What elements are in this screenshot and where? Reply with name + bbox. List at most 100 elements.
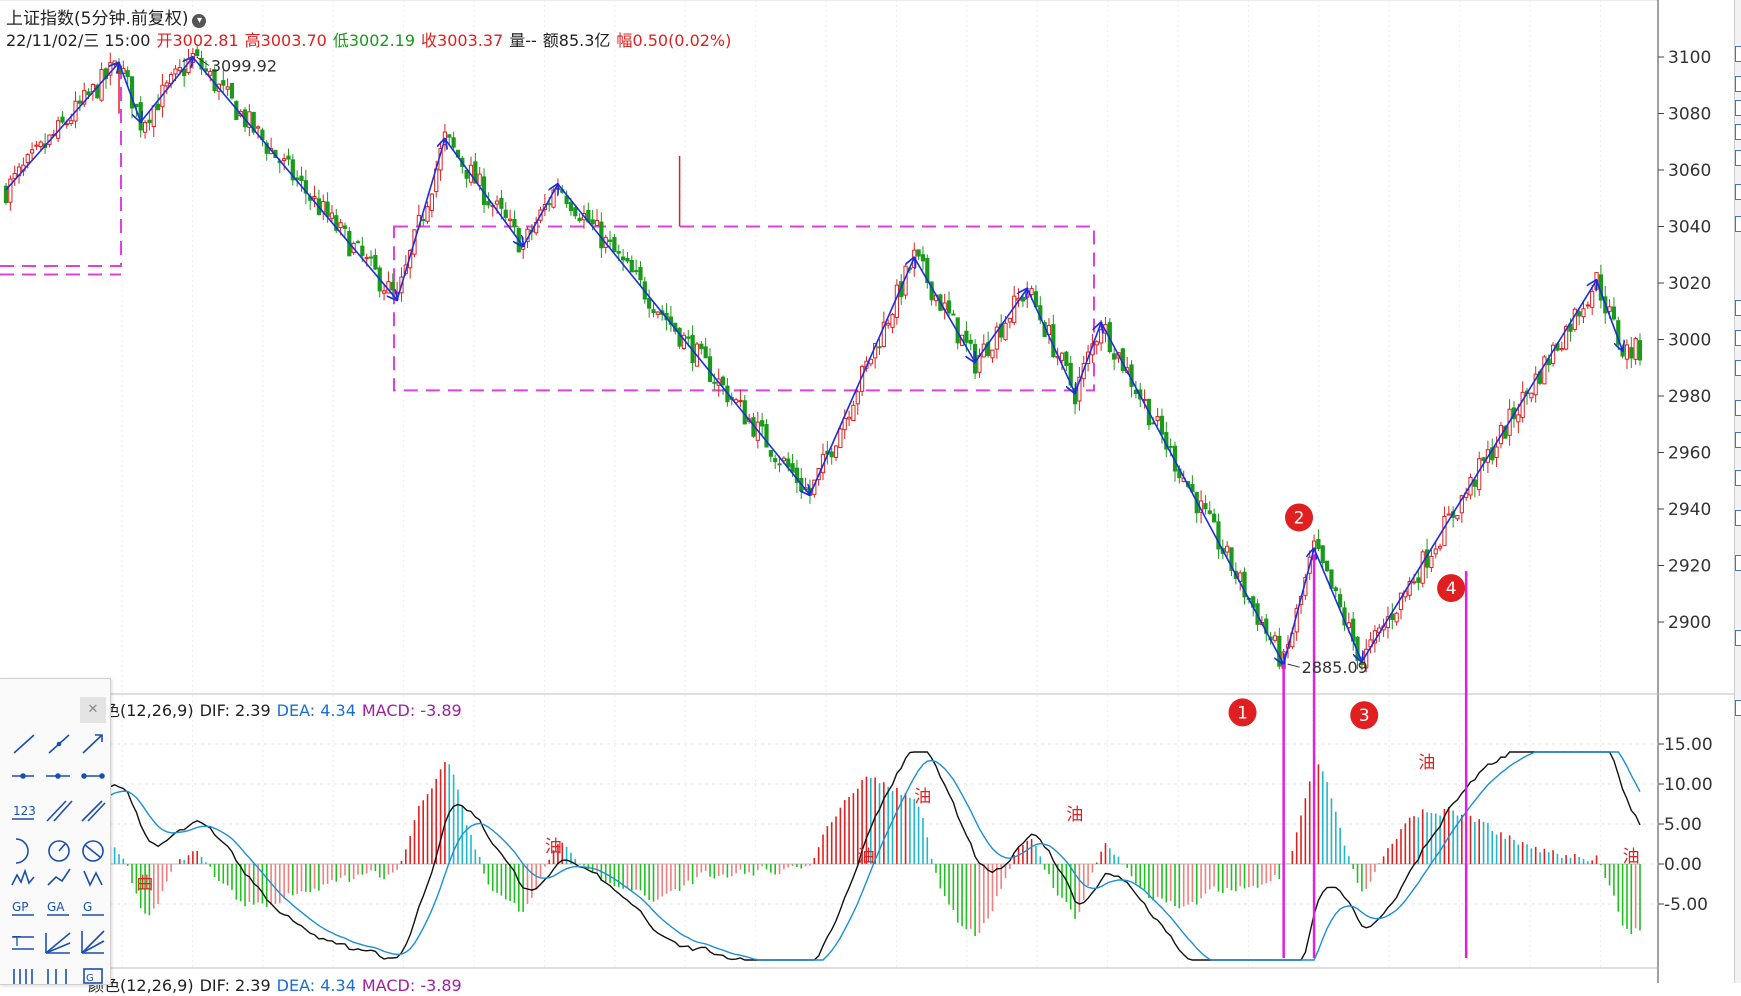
side-button-17[interactable] bbox=[1735, 700, 1741, 716]
gann-angle-icon[interactable]: GA bbox=[47, 900, 69, 916]
zigzag-segment bbox=[118, 62, 141, 122]
candle-body bbox=[82, 90, 87, 105]
parallel-tool-icon[interactable] bbox=[46, 800, 73, 822]
candle-body bbox=[1094, 341, 1099, 346]
side-button-10[interactable] bbox=[1735, 360, 1741, 376]
side-button-3[interactable] bbox=[1735, 100, 1741, 116]
candle-body bbox=[612, 237, 617, 253]
candle-body bbox=[1442, 515, 1447, 547]
candle-body bbox=[1472, 479, 1477, 487]
marker-circle bbox=[1350, 701, 1379, 730]
price-tick-label: 3080 bbox=[1668, 105, 1711, 125]
marker-circle bbox=[1228, 698, 1257, 727]
zigzag-segment bbox=[1026, 288, 1075, 394]
candle-body bbox=[568, 201, 574, 212]
candle-body bbox=[1099, 329, 1104, 344]
side-button-16[interactable] bbox=[1735, 630, 1741, 646]
arc-tool-icon[interactable] bbox=[15, 838, 29, 864]
macd-value-2: MACD: -3.89 bbox=[361, 976, 462, 995]
candle-body bbox=[555, 187, 561, 190]
change-value: 0.50(0.02%) bbox=[632, 31, 732, 50]
candle-body bbox=[60, 116, 65, 123]
candle-body bbox=[703, 346, 708, 359]
side-button-4[interactable] bbox=[1735, 124, 1741, 140]
side-button-12[interactable] bbox=[1735, 432, 1741, 448]
candle-body bbox=[794, 467, 800, 483]
candle-body bbox=[342, 225, 348, 229]
candle-body bbox=[303, 180, 308, 194]
candle-body bbox=[1338, 594, 1343, 608]
svg-text:T: T bbox=[12, 935, 21, 950]
zigzag-segment bbox=[444, 138, 523, 246]
side-button-14[interactable] bbox=[1735, 510, 1741, 526]
hsegment-tool-icon[interactable] bbox=[46, 773, 70, 779]
fib-fan-icon[interactable] bbox=[81, 930, 105, 954]
candle-body bbox=[1077, 376, 1082, 402]
side-button-6[interactable] bbox=[1735, 184, 1741, 200]
marker-circle bbox=[1437, 574, 1466, 603]
wave-tool-icon[interactable] bbox=[11, 868, 35, 886]
candle-body bbox=[1520, 391, 1525, 419]
amount-value: 85.3亿 bbox=[558, 31, 611, 50]
channel-tool-icon[interactable] bbox=[81, 800, 106, 822]
fib-period-icon[interactable]: G bbox=[83, 968, 103, 984]
price-tick-label: 2960 bbox=[1668, 444, 1711, 464]
side-button-15[interactable] bbox=[1735, 555, 1741, 571]
toolbox-close-button[interactable]: ✕ bbox=[80, 697, 106, 723]
candle-body bbox=[547, 203, 552, 206]
settings-icon[interactable]: ▾ bbox=[192, 14, 207, 28]
ray-tool-icon[interactable] bbox=[48, 734, 70, 754]
candle-body bbox=[1325, 560, 1330, 572]
arrow-tool-icon[interactable] bbox=[82, 734, 103, 754]
fib-time-icon[interactable] bbox=[47, 969, 67, 984]
hline-tool-icon[interactable] bbox=[12, 773, 34, 779]
macd-axis: 15.00 10.00 5.00 0.00 -5.00 bbox=[110, 735, 1713, 915]
side-button-11[interactable] bbox=[1735, 400, 1741, 416]
candle-body bbox=[34, 144, 39, 147]
side-button-1[interactable] bbox=[1735, 46, 1741, 62]
macd-legend: 颜色(12,26,9) DIF: 2.39 DEA: 4.34 MACD: -3.89 bbox=[88, 697, 462, 721]
hray-tool-icon[interactable] bbox=[81, 773, 105, 779]
dea-value-2: DEA: 4.34 bbox=[276, 976, 356, 995]
side-button-2[interactable] bbox=[1735, 76, 1741, 92]
trend-tool-icon[interactable] bbox=[47, 868, 71, 886]
candle-body bbox=[225, 86, 230, 90]
candle-body bbox=[1581, 308, 1586, 318]
close-value: 3003.37 bbox=[437, 31, 504, 50]
candle-body bbox=[312, 196, 317, 199]
candle-body bbox=[1542, 356, 1547, 385]
candle-body bbox=[338, 222, 343, 229]
gann-grid-icon[interactable]: G bbox=[82, 900, 104, 916]
low-label: 低 bbox=[332, 31, 349, 50]
period-tool-icon[interactable] bbox=[13, 969, 33, 984]
signal-label: 油 bbox=[914, 787, 931, 807]
low-annotation: 2885.09 bbox=[1302, 658, 1368, 677]
segment-tool-icon[interactable] bbox=[13, 734, 35, 754]
candle-body bbox=[299, 175, 304, 182]
side-button-5[interactable] bbox=[1735, 150, 1741, 166]
side-button-8[interactable] bbox=[1735, 300, 1741, 316]
candle-body bbox=[486, 200, 491, 206]
fan-tool-icon[interactable] bbox=[45, 932, 71, 954]
wave-count-icon[interactable]: 123 bbox=[12, 804, 36, 820]
side-button-9[interactable] bbox=[1735, 330, 1741, 346]
gann-tool-icon[interactable]: GP bbox=[12, 900, 34, 916]
zigzag-segment bbox=[1595, 279, 1623, 351]
candle-body bbox=[1212, 513, 1217, 523]
candle-body bbox=[1059, 352, 1065, 361]
ellipse-tool-icon[interactable] bbox=[82, 840, 104, 862]
zigzag-tool-icon[interactable] bbox=[83, 870, 103, 887]
text-tool-icon[interactable]: T bbox=[12, 935, 34, 950]
price-tick-label: 3100 bbox=[1668, 48, 1711, 68]
zigzag-segment bbox=[5, 63, 119, 191]
toolbox-icons: 123 GP GA G T G bbox=[11, 734, 106, 984]
side-button-7[interactable] bbox=[1735, 216, 1741, 232]
candle-body bbox=[881, 321, 886, 348]
candle-body bbox=[1429, 555, 1434, 569]
candle-body bbox=[720, 376, 726, 386]
side-button-13[interactable] bbox=[1735, 470, 1741, 486]
circle-tool-icon[interactable] bbox=[48, 840, 70, 862]
marker-circle bbox=[1285, 503, 1314, 532]
candle-body bbox=[208, 71, 213, 76]
